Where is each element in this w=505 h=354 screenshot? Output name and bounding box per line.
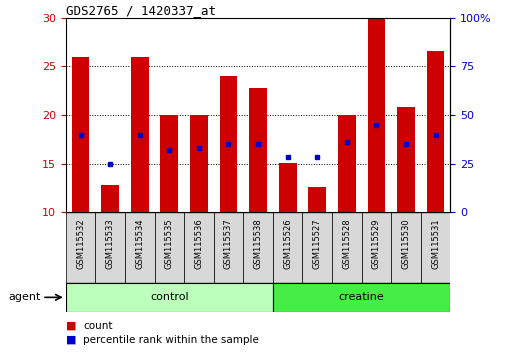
Bar [272,283,449,312]
Text: count: count [83,321,113,331]
Text: agent: agent [8,292,40,302]
Bar [361,212,390,283]
Text: GSM115529: GSM115529 [371,218,380,269]
Text: GSM115527: GSM115527 [312,218,321,269]
Text: GSM115536: GSM115536 [194,218,203,269]
Text: GDS2765 / 1420337_at: GDS2765 / 1420337_at [66,4,215,17]
Bar [131,57,148,212]
Text: GSM115535: GSM115535 [165,218,174,269]
Bar [426,51,443,212]
Bar [302,212,331,283]
Bar [190,115,208,212]
Text: creatine: creatine [338,292,384,302]
Bar [72,57,89,212]
Text: ■: ■ [66,335,76,345]
Text: GSM115533: GSM115533 [106,218,115,269]
Bar [95,212,125,283]
Bar [331,212,361,283]
Text: GSM115526: GSM115526 [283,218,291,269]
Bar [248,88,267,212]
Bar [219,76,237,212]
Bar [66,212,95,283]
Bar [308,187,325,212]
Text: GSM115528: GSM115528 [341,218,350,269]
Text: GSM115537: GSM115537 [224,218,232,269]
Bar [101,185,119,212]
Bar [272,212,302,283]
Bar [390,212,420,283]
Bar [184,212,213,283]
Bar [66,283,272,312]
Text: ■: ■ [66,321,76,331]
Bar [420,212,449,283]
Text: control: control [149,292,188,302]
Text: percentile rank within the sample: percentile rank within the sample [83,335,259,345]
Text: GSM115530: GSM115530 [400,218,410,269]
Bar [125,212,154,283]
Bar [154,212,184,283]
Bar [213,212,243,283]
Bar [160,115,178,212]
Text: GSM115531: GSM115531 [430,218,439,269]
Bar [243,212,272,283]
Bar [396,107,414,212]
Text: GSM115532: GSM115532 [76,218,85,269]
Text: GSM115538: GSM115538 [253,218,262,269]
Bar [278,163,296,212]
Bar [337,115,355,212]
Bar [367,18,384,212]
Text: GSM115534: GSM115534 [135,218,144,269]
